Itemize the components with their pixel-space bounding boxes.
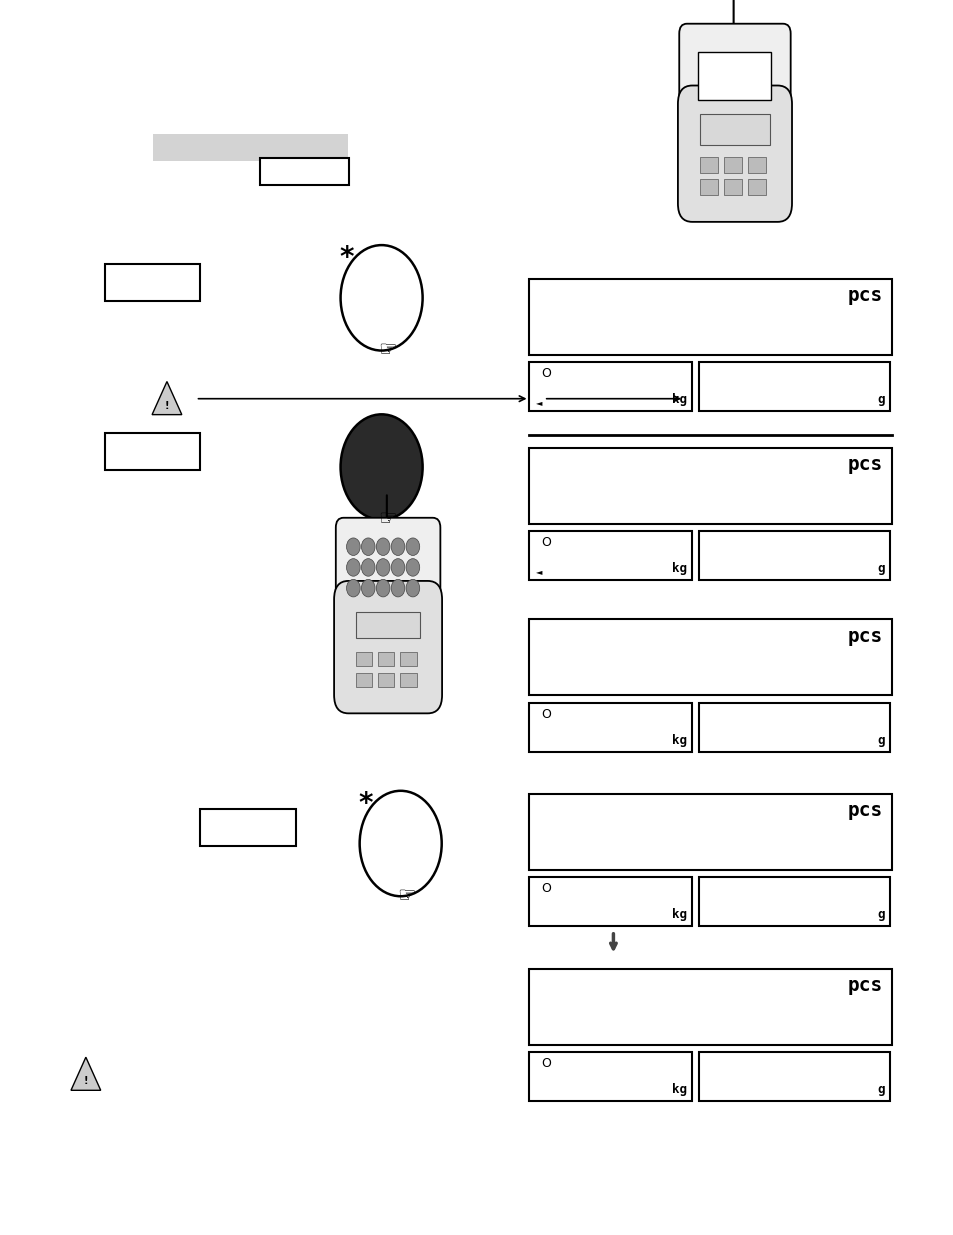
Bar [529, 969, 891, 1045]
Bar [400, 673, 416, 687]
Bar [699, 877, 889, 926]
Text: pcs: pcs [846, 627, 882, 646]
Text: *: * [358, 790, 373, 818]
Text: kg: kg [671, 1083, 686, 1097]
Text: g: g [877, 734, 884, 747]
Text: kg: kg [671, 908, 686, 921]
Bar [700, 157, 717, 173]
Bar [529, 877, 691, 926]
Bar [529, 279, 891, 354]
Text: g: g [877, 1083, 884, 1097]
Text: kg: kg [671, 734, 686, 747]
Bar [723, 157, 740, 173]
Bar [529, 448, 891, 524]
Text: pcs: pcs [846, 285, 882, 305]
Circle shape [361, 579, 375, 597]
Bar [355, 652, 372, 666]
Text: O: O [540, 882, 550, 895]
Text: ◄: ◄ [536, 398, 542, 408]
Text: *: * [339, 245, 354, 272]
Text: O: O [540, 1057, 550, 1071]
Circle shape [346, 558, 360, 577]
Text: pcs: pcs [846, 456, 882, 474]
Bar [529, 531, 691, 580]
Text: pcs: pcs [846, 802, 882, 820]
Circle shape [391, 538, 404, 556]
Text: O: O [540, 536, 550, 550]
Bar [699, 1052, 889, 1102]
Bar [529, 794, 891, 869]
Text: g: g [877, 908, 884, 921]
Circle shape [361, 558, 375, 577]
Circle shape [406, 538, 419, 556]
Bar [529, 703, 691, 752]
Bar [400, 652, 416, 666]
Bar [377, 652, 394, 666]
FancyBboxPatch shape [335, 517, 440, 614]
Bar [105, 264, 200, 300]
Bar [105, 433, 200, 469]
FancyBboxPatch shape [334, 580, 441, 714]
Circle shape [340, 414, 422, 520]
Bar [700, 114, 769, 144]
Bar [723, 179, 740, 195]
Circle shape [346, 538, 360, 556]
Bar [200, 809, 295, 846]
Text: g: g [877, 393, 884, 406]
Bar [697, 52, 770, 100]
Circle shape [391, 558, 404, 577]
Bar [355, 613, 420, 637]
Bar [355, 673, 372, 687]
Text: kg: kg [671, 562, 686, 576]
Text: ☞: ☞ [378, 340, 396, 361]
Bar [529, 1052, 691, 1102]
FancyBboxPatch shape [678, 85, 791, 222]
Circle shape [375, 558, 390, 577]
Circle shape [361, 538, 375, 556]
Text: !: ! [84, 1077, 88, 1087]
Text: kg: kg [671, 393, 686, 406]
Text: O: O [540, 367, 550, 380]
Circle shape [375, 538, 390, 556]
Circle shape [406, 579, 419, 597]
Bar [529, 362, 691, 411]
Bar [699, 531, 889, 580]
Circle shape [391, 579, 404, 597]
Text: !: ! [165, 401, 169, 411]
Bar [699, 362, 889, 411]
Bar [260, 158, 349, 185]
Bar [700, 179, 717, 195]
Bar [529, 620, 891, 695]
Text: O: O [540, 708, 550, 721]
Bar [377, 673, 394, 687]
Text: ☞: ☞ [397, 885, 416, 905]
Text: ☞: ☞ [378, 509, 396, 530]
Text: ◄: ◄ [536, 568, 542, 577]
Text: pcs: pcs [846, 976, 882, 995]
Circle shape [346, 579, 360, 597]
Text: g: g [877, 562, 884, 576]
Bar [152, 133, 348, 161]
Bar [747, 157, 765, 173]
Bar [747, 179, 765, 195]
Circle shape [375, 579, 390, 597]
Circle shape [406, 558, 419, 577]
Bar [699, 703, 889, 752]
FancyBboxPatch shape [679, 23, 790, 121]
